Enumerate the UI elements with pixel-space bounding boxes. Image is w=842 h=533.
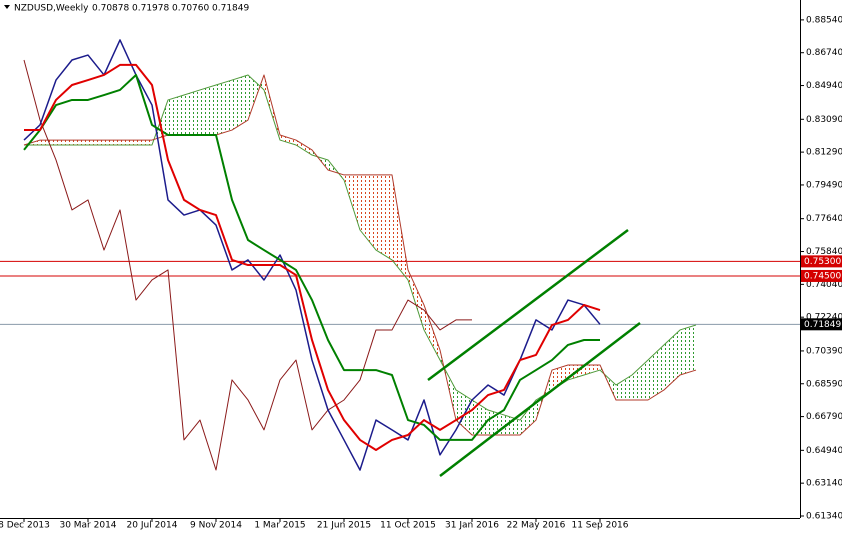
cloud-segment xyxy=(504,414,520,436)
x-tick-label: 8 Dec 2013 xyxy=(0,521,50,531)
level-label: 0.74500 xyxy=(804,271,841,281)
y-tick-label: 0.74040 xyxy=(806,280,842,290)
cloud-segment xyxy=(184,89,200,135)
header-symbol: NZDUSD,Weekly xyxy=(14,4,89,14)
y-tick-label: 0.75840 xyxy=(806,247,842,257)
cloud-segment xyxy=(632,360,648,400)
x-tick-label: 22 May 2016 xyxy=(507,521,566,531)
menu-triangle[interactable] xyxy=(4,5,10,9)
price-line-close xyxy=(23,39,601,471)
y-tick-label: 0.70390 xyxy=(806,346,842,356)
x-tick-label: 31 Jan 2016 xyxy=(445,521,499,531)
y-tick-label: 0.77640 xyxy=(806,214,842,224)
channel-line xyxy=(427,229,629,381)
cloud-segment xyxy=(584,364,600,376)
cloud-segment xyxy=(424,304,440,361)
cloud-segment xyxy=(616,375,632,400)
header-ohlc: 0.70878 xyxy=(92,4,129,14)
plot-area xyxy=(0,39,800,471)
cloud-segment xyxy=(40,140,56,146)
y-tick-label: 0.68590 xyxy=(806,379,842,389)
cloud-segment xyxy=(296,140,312,156)
kijun-sen xyxy=(23,73,600,441)
cloud-segment xyxy=(520,399,536,436)
x-tick-label: 1 Mar 2015 xyxy=(254,521,305,531)
y-tick-label: 0.66790 xyxy=(806,412,842,422)
tenkan-sen xyxy=(24,63,601,451)
x-tick-label: 11 Oct 2015 xyxy=(380,521,436,531)
y-tick-label: 0.83090 xyxy=(806,115,842,125)
cloud-segment xyxy=(216,80,232,135)
header-ohlc: 0.71978 xyxy=(132,4,169,14)
cloud-segment xyxy=(280,134,296,146)
chikou-span xyxy=(23,59,472,471)
cloud-segment xyxy=(648,344,664,400)
y-tick-label: 0.72240 xyxy=(806,313,842,323)
y-tick-label: 0.79490 xyxy=(806,180,842,190)
cloud-segment xyxy=(88,140,104,146)
price-label: 0.71849 xyxy=(804,320,841,330)
level-label-box xyxy=(801,255,842,268)
x-tick-label: 11 Sep 2016 xyxy=(571,521,628,531)
x-tick-label: 20 Jul 2014 xyxy=(127,521,178,531)
cloud-segment xyxy=(360,174,376,251)
header-ohlc: 0.70760 xyxy=(172,4,209,14)
y-tick-label: 0.84940 xyxy=(806,81,842,91)
cloud-segment xyxy=(168,95,184,135)
y-tick-label: 0.81290 xyxy=(806,148,842,158)
y-tick-label: 0.88540 xyxy=(806,15,842,25)
x-tick-label: 21 Jun 2015 xyxy=(317,521,371,531)
cloud-segment xyxy=(408,269,424,330)
level-label: 0.75300 xyxy=(804,257,841,267)
cloud-segment xyxy=(664,329,680,390)
cloud-segment xyxy=(552,364,568,390)
channel-line xyxy=(439,322,641,477)
senkou-span-a xyxy=(24,74,697,421)
cloud-segment xyxy=(120,140,136,146)
cloud-segment xyxy=(72,140,88,146)
cloud-segment xyxy=(56,140,72,146)
x-tick-label: 30 Mar 2014 xyxy=(59,521,116,531)
level-label-box xyxy=(801,269,842,282)
cloud-segment xyxy=(200,84,216,135)
y-tick-label: 0.64940 xyxy=(806,446,842,456)
x-tick-label: 9 Nov 2014 xyxy=(190,521,242,531)
y-tick-label: 0.86740 xyxy=(806,48,842,58)
cloud-segment xyxy=(232,74,248,131)
cloud-segment xyxy=(680,325,696,376)
y-tick-label: 0.63140 xyxy=(806,479,842,489)
price-label-box xyxy=(801,318,842,331)
y-tick-label: 0.61340 xyxy=(806,511,842,521)
header-ohlc: 0.71849 xyxy=(212,4,249,14)
cloud-segment xyxy=(104,140,120,146)
cloud-segment xyxy=(136,140,152,146)
cloud-segment xyxy=(376,174,392,260)
